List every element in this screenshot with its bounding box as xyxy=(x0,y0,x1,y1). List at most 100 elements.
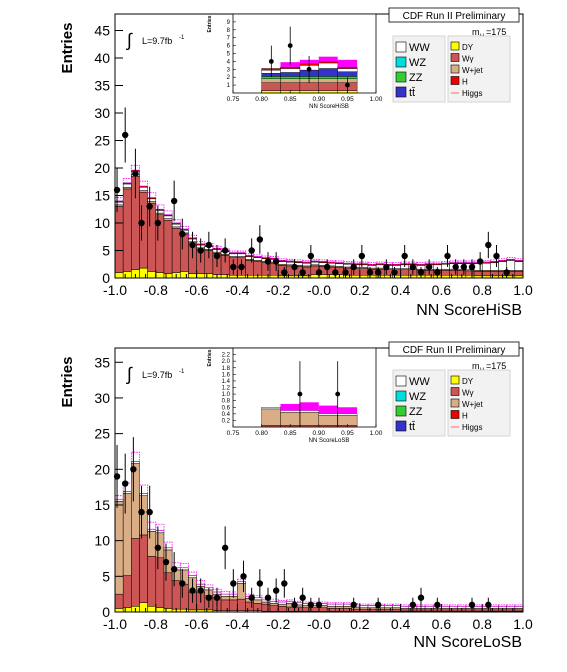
inset-y-tick-label: 0.2 xyxy=(222,418,231,424)
data-point xyxy=(291,601,298,609)
bar-dy xyxy=(163,608,173,613)
inset-bar xyxy=(280,68,301,73)
bar-wjet xyxy=(139,495,148,536)
y-axis-label: Entries xyxy=(59,23,76,74)
data-point xyxy=(401,252,408,260)
bar-ww xyxy=(481,262,491,271)
chart-title: CDF Run II Preliminary xyxy=(403,11,506,22)
data-point xyxy=(154,219,162,227)
bar-w xyxy=(139,534,148,603)
inset-y-tick-label: 2.2 xyxy=(222,353,231,359)
bar-wjet xyxy=(277,603,287,607)
data-point xyxy=(170,565,178,573)
luminosity-label: ∫ L=9.7fb -1 xyxy=(125,30,185,50)
data-point xyxy=(138,219,145,227)
bar-ww xyxy=(253,257,263,261)
bar-w xyxy=(449,270,458,276)
data-point xyxy=(350,601,357,609)
legend-swatch xyxy=(450,398,460,408)
bar-dy xyxy=(139,267,148,279)
data-point xyxy=(130,466,137,473)
data-point xyxy=(122,480,129,487)
bar-ww xyxy=(147,198,157,202)
inset-x-tick-label: 0.90 xyxy=(312,430,325,437)
inset-x-tick-label: 0.85 xyxy=(284,430,297,437)
bar-w xyxy=(163,220,173,274)
bar-dy xyxy=(114,272,124,279)
bar-wjet xyxy=(269,603,279,606)
x-tick-label: -0.4 xyxy=(225,616,249,632)
inset-y-tick-label: 0.8 xyxy=(222,399,231,405)
inset-bar xyxy=(318,82,338,91)
inset-bar xyxy=(299,411,320,426)
x-tick-label: -0.0 xyxy=(307,616,331,632)
bar-higgs xyxy=(220,590,230,595)
data-point xyxy=(383,263,390,271)
bar-wjet xyxy=(343,606,352,609)
inset-x-tick-label: 0.95 xyxy=(341,96,354,103)
inset-bar xyxy=(261,408,281,426)
inset-x-tick-label: 1.00 xyxy=(370,430,383,437)
bar-w xyxy=(473,271,483,277)
inset-higgs xyxy=(337,407,358,414)
data-point xyxy=(230,263,237,271)
bar-dy xyxy=(114,608,124,613)
bar-dy xyxy=(163,273,173,279)
x-tick-label: 0.8 xyxy=(472,616,492,632)
x-tick-label: -1.0 xyxy=(103,282,127,298)
bar-ww xyxy=(367,265,377,269)
chart-title: CDF Run II Preliminary xyxy=(403,345,506,356)
inset-data-point xyxy=(287,43,293,48)
inset-data-point xyxy=(268,59,274,64)
bar-higgs xyxy=(155,523,165,532)
inset-y-tick-label: 1.2 xyxy=(222,386,231,392)
data-point xyxy=(350,263,357,271)
y-tick-label: 10 xyxy=(94,533,110,549)
inset-bar xyxy=(318,76,338,79)
x-tick-label: 0.6 xyxy=(432,616,452,632)
y-tick-label: 5 xyxy=(102,243,110,259)
bar-w xyxy=(514,271,524,277)
bar-higgs xyxy=(188,571,198,577)
data-point xyxy=(503,269,510,276)
bar-h xyxy=(122,182,132,185)
legend-label: DY xyxy=(462,377,474,386)
inset-bar xyxy=(337,66,358,69)
data-point xyxy=(221,247,229,254)
x-tick-label: -0.4 xyxy=(225,282,249,298)
inset-bar xyxy=(280,78,301,83)
y-tick-label: 35 xyxy=(94,78,110,94)
bar-higgs xyxy=(147,192,157,199)
bar-ww xyxy=(180,567,189,571)
bar-wjet xyxy=(131,463,140,539)
legend-swatch xyxy=(395,86,407,98)
data-point xyxy=(197,247,204,254)
bar-w xyxy=(180,583,189,610)
bar-w xyxy=(122,188,132,272)
bar-ww xyxy=(155,210,165,214)
inset-x-tick-label: 0.90 xyxy=(312,96,325,103)
bar-w xyxy=(481,271,491,277)
bar-w xyxy=(220,599,230,611)
bar-w xyxy=(269,605,279,612)
x-tick-label: 0.6 xyxy=(432,282,452,298)
inset-plot: 0.20.40.60.81.01.21.41.61.82.02.2 0.75 0.8… xyxy=(207,347,383,444)
data-point xyxy=(122,131,129,139)
bar-w xyxy=(171,580,181,610)
data-point xyxy=(485,601,492,609)
data-point xyxy=(264,594,272,601)
bar-higgs xyxy=(506,257,516,260)
bar-w xyxy=(326,608,336,612)
data-point xyxy=(205,594,213,601)
bar-w xyxy=(359,268,369,276)
y-tick-label: 10 xyxy=(94,215,110,231)
legend-swatch xyxy=(395,71,407,83)
bar-higgs xyxy=(179,563,189,569)
legend-label: Higgs xyxy=(462,89,482,98)
legend-swatch xyxy=(395,375,407,387)
panel-losb: 0 5 10 15 20 25 30 35 -1.0 -0.8 -0.6 -0.4 -0.2 -0.0 0… xyxy=(59,341,533,651)
bar-higgs xyxy=(155,204,165,210)
bar-higgs xyxy=(122,482,132,492)
data-points xyxy=(113,107,510,278)
inset-x-axis-label: NN ScoreLoSB xyxy=(309,438,350,444)
